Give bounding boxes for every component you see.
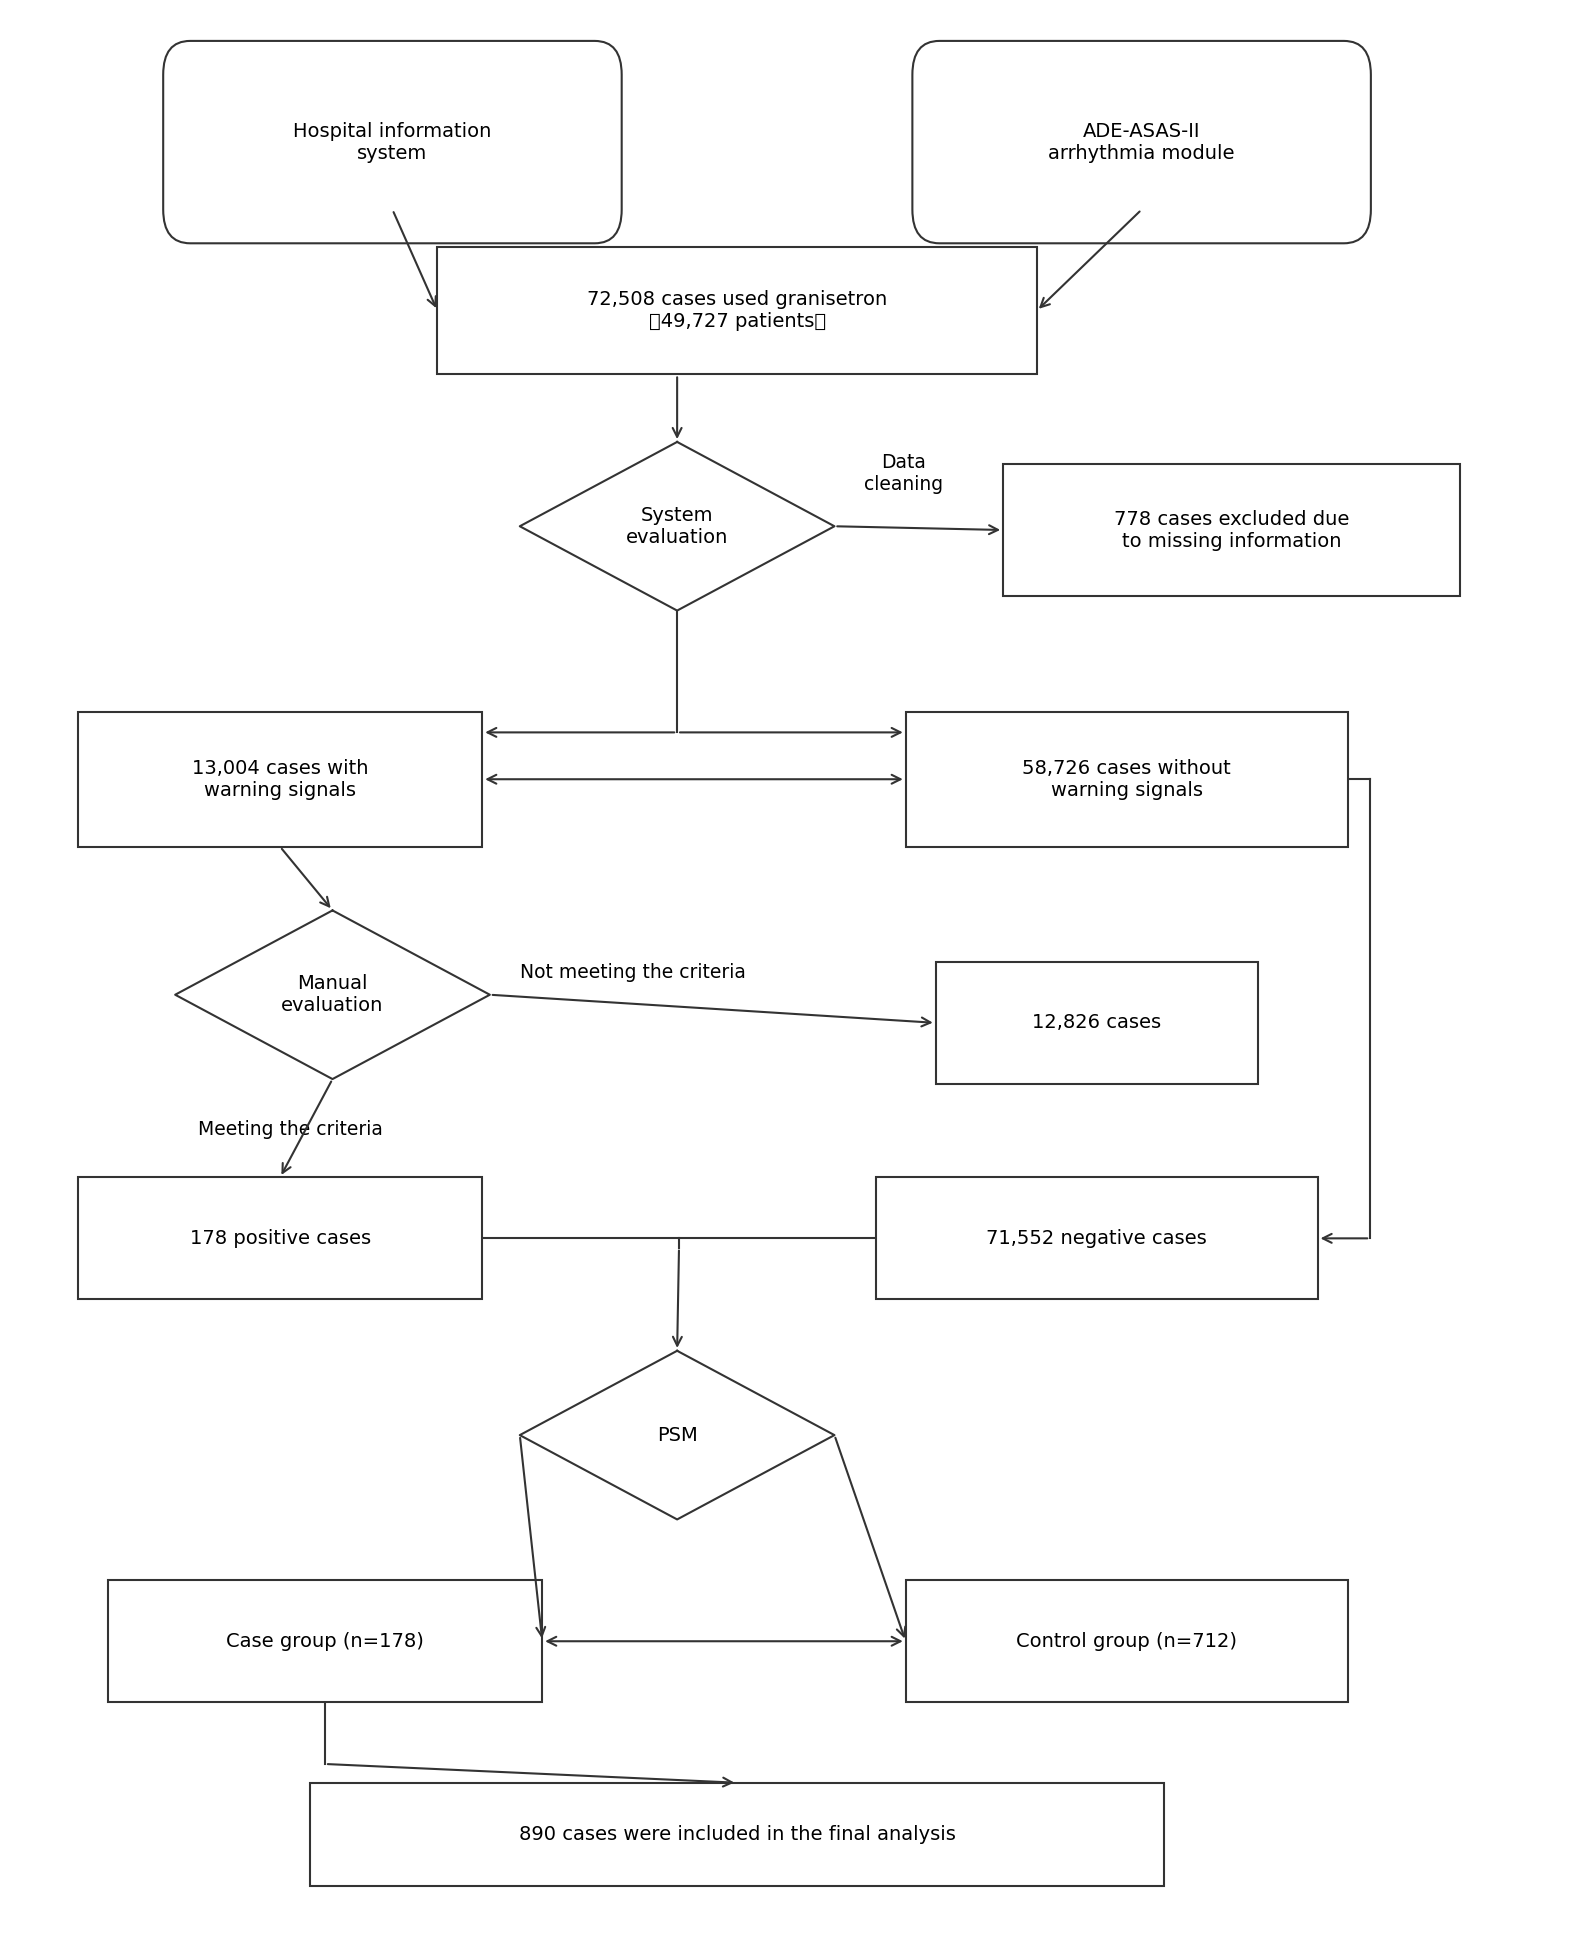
Text: 890 cases were included in the final analysis: 890 cases were included in the final ana… — [518, 1825, 955, 1845]
FancyBboxPatch shape — [912, 41, 1371, 244]
FancyBboxPatch shape — [1003, 465, 1460, 595]
FancyBboxPatch shape — [936, 962, 1258, 1083]
Text: 58,726 cases without
warning signals: 58,726 cases without warning signals — [1022, 759, 1231, 800]
Text: Case group (n=178): Case group (n=178) — [226, 1632, 424, 1651]
Text: ADE-ASAS-II
arrhythmia module: ADE-ASAS-II arrhythmia module — [1049, 121, 1235, 162]
FancyBboxPatch shape — [875, 1177, 1318, 1300]
FancyBboxPatch shape — [78, 1177, 483, 1300]
Polygon shape — [520, 1351, 835, 1519]
FancyBboxPatch shape — [905, 1581, 1347, 1702]
Text: 71,552 negative cases: 71,552 negative cases — [987, 1230, 1207, 1247]
FancyBboxPatch shape — [905, 712, 1347, 847]
Text: Hospital information
system: Hospital information system — [293, 121, 491, 162]
Text: 778 cases excluded due
to missing information: 778 cases excluded due to missing inform… — [1114, 509, 1349, 550]
FancyBboxPatch shape — [108, 1581, 542, 1702]
Polygon shape — [175, 910, 489, 1079]
Text: Meeting the criteria: Meeting the criteria — [198, 1120, 383, 1140]
Polygon shape — [520, 441, 835, 611]
FancyBboxPatch shape — [163, 41, 622, 244]
Text: Control group (n=712): Control group (n=712) — [1015, 1632, 1237, 1651]
Text: 72,508 cases used granisetron
（49,727 patients）: 72,508 cases used granisetron （49,727 pa… — [587, 291, 888, 332]
FancyBboxPatch shape — [78, 712, 483, 847]
Text: 178 positive cases: 178 positive cases — [190, 1230, 371, 1247]
Text: PSM: PSM — [657, 1425, 698, 1444]
Text: Not meeting the criteria: Not meeting the criteria — [520, 962, 746, 982]
Text: System
evaluation: System evaluation — [626, 506, 728, 547]
Text: 13,004 cases with
warning signals: 13,004 cases with warning signals — [191, 759, 368, 800]
FancyBboxPatch shape — [311, 1782, 1164, 1886]
FancyBboxPatch shape — [437, 248, 1036, 375]
Text: Manual
evaluation: Manual evaluation — [281, 974, 384, 1015]
Text: 12,826 cases: 12,826 cases — [1031, 1013, 1162, 1033]
Text: Data
cleaning: Data cleaning — [864, 453, 944, 494]
